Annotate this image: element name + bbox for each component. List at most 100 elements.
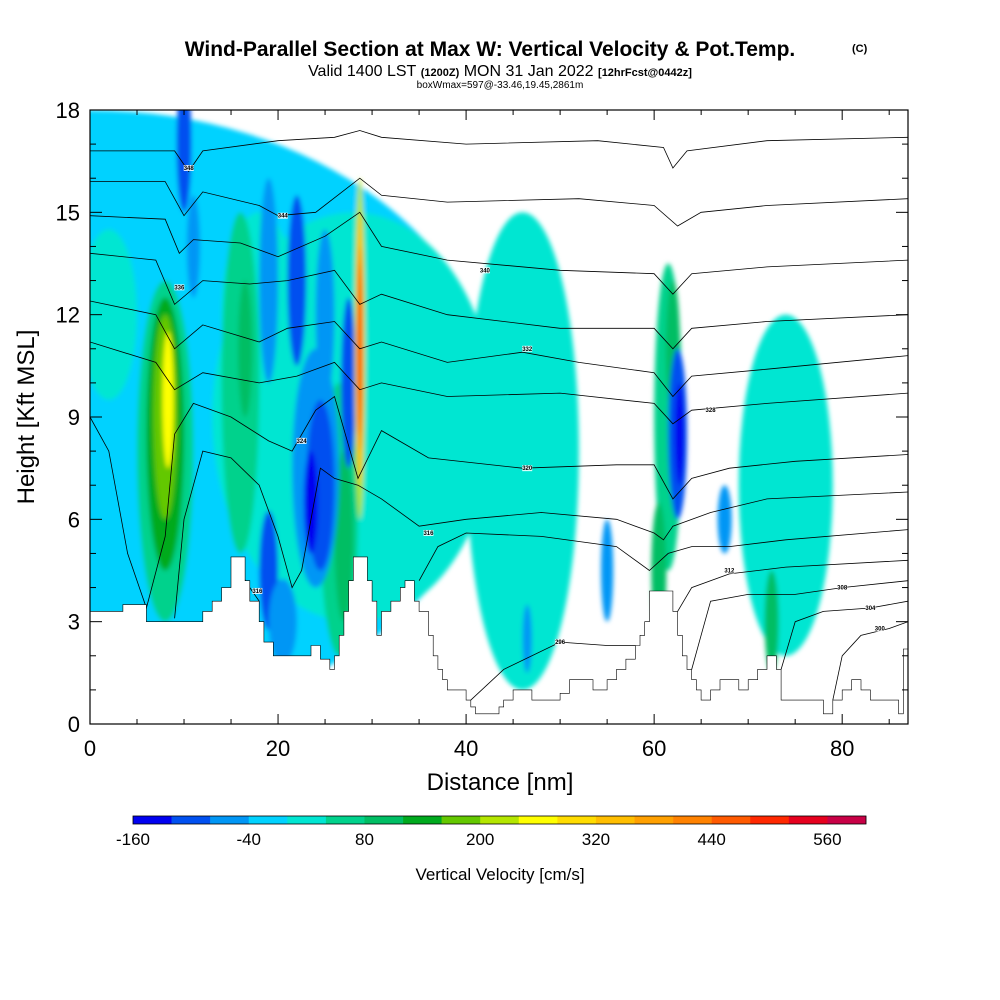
y-tick-label-3: 9 xyxy=(68,405,80,430)
velocity-cell-25 xyxy=(303,451,319,554)
colorbar-swatch-16 xyxy=(750,816,790,824)
theta-contour-2 xyxy=(90,211,908,295)
theta-label-3: 336 xyxy=(174,285,185,291)
velocity-cell-32 xyxy=(522,604,532,673)
colorbar-label-6: 560 xyxy=(813,830,841,849)
theta-label-9: 316 xyxy=(423,531,434,537)
theta-label-bg-0 xyxy=(183,164,194,171)
x-tick-label-4: 80 xyxy=(830,736,854,761)
colorbar-swatch-3 xyxy=(248,816,288,824)
theta-label-1: 344 xyxy=(278,214,289,220)
colorbar-label-5: 440 xyxy=(697,830,725,849)
colorbar-swatch-9 xyxy=(480,816,520,824)
x-axis-title: Distance [nm] xyxy=(427,769,574,796)
theta-contour-0 xyxy=(90,130,908,173)
theta-label-0: 348 xyxy=(184,166,195,172)
y-tick-label-6: 18 xyxy=(56,98,80,123)
y-tick-label-1: 3 xyxy=(68,610,80,635)
colorbar-swatch-15 xyxy=(711,816,751,824)
velocity-cell-17 xyxy=(764,570,779,673)
x-tick-label-0: 0 xyxy=(84,736,96,761)
colorbar-swatch-6 xyxy=(364,816,404,824)
velocity-cell-11 xyxy=(238,280,253,417)
velocity-field xyxy=(90,110,833,724)
valid-time: Valid 1400 LST (1200Z) MON 31 Jan 2022 [… xyxy=(308,63,692,80)
velocity-cell-3 xyxy=(738,314,833,656)
velocity-cell-20 xyxy=(259,178,279,383)
theta-label-bg-14 xyxy=(555,639,566,646)
terrain-mask xyxy=(90,556,908,724)
forecast-info: [12hrFcst@0442z] xyxy=(598,67,692,79)
theta-label-5: 328 xyxy=(706,408,717,414)
valid-prefix: Valid 1400 LST xyxy=(308,63,416,80)
x-tick-label-3: 60 xyxy=(642,736,666,761)
theta-label-bg-11 xyxy=(837,584,848,591)
colorbar-swatch-14 xyxy=(673,816,712,824)
theta-label-bg-9 xyxy=(423,529,434,536)
colorbar-label-2: 80 xyxy=(355,830,374,849)
x-tick-label-1: 20 xyxy=(266,736,290,761)
colorbar-swatch-11 xyxy=(557,816,597,824)
colorbar-swatch-18 xyxy=(827,816,867,824)
colorbar-swatch-4 xyxy=(287,816,327,824)
colorbar-frame xyxy=(132,815,867,825)
theta-label-bg-12 xyxy=(865,605,876,612)
colorbar-swatch-13 xyxy=(634,816,674,824)
colorbar-label-3: 200 xyxy=(466,830,494,849)
colorbar-swatch-1 xyxy=(171,816,211,824)
valid-date: MON 31 Jan 2022 xyxy=(464,63,594,80)
velocity-cell-21 xyxy=(287,195,307,366)
theta-label-bg-10 xyxy=(724,567,735,574)
theta-label-8: 316 xyxy=(252,589,263,595)
colorbar-swatch-5 xyxy=(325,816,365,824)
colorbar-swatch-8 xyxy=(441,816,481,824)
chart-title: Wind-Parallel Section at Max W: Vertical… xyxy=(185,38,796,61)
velocity-cell-2 xyxy=(466,212,579,690)
theta-label-bg-1 xyxy=(277,212,288,219)
theta-label-12: 304 xyxy=(865,606,876,612)
theta-label-11: 308 xyxy=(837,586,848,592)
colorbar-swatch-10 xyxy=(518,816,558,824)
colorbar-swatch-17 xyxy=(788,816,828,824)
theta-contour-3 xyxy=(90,252,908,350)
y-tick-label-5: 15 xyxy=(56,200,80,225)
theta-label-bg-2 xyxy=(479,267,490,274)
axes: 0 20 40 60 80 0 3 6 9 12 15 18 xyxy=(56,98,908,761)
velocity-cell-30 xyxy=(674,382,685,486)
velocity-cell-19 xyxy=(186,195,201,298)
theta-label-bg-3 xyxy=(174,284,185,291)
x-tick-label-2: 40 xyxy=(454,736,478,761)
velocity-cell-28 xyxy=(268,579,297,665)
theta-label-7: 320 xyxy=(522,466,533,472)
velocity-cell-13 xyxy=(334,451,354,622)
colorbar-swatch-12 xyxy=(595,816,635,824)
y-tick-label-0: 0 xyxy=(68,712,80,737)
theta-contour-13 xyxy=(832,621,908,701)
copyright-mark: (C) xyxy=(852,43,868,55)
velocity-cell-18 xyxy=(176,110,192,213)
theta-label-bg-4 xyxy=(522,345,533,352)
theta-label-bg-6 xyxy=(296,437,307,444)
colorbar-label-1: -40 xyxy=(236,830,261,849)
theta-contour-9 xyxy=(418,529,908,581)
theta-contour-5 xyxy=(90,341,908,425)
theta-label-bg-13 xyxy=(874,625,885,632)
y-tick-label-2: 6 xyxy=(68,507,80,532)
colorbar-title: Vertical Velocity [cm/s] xyxy=(415,865,584,884)
theta-label-10: 312 xyxy=(724,569,735,575)
theta-contour-4 xyxy=(90,300,908,398)
theta-label-13: 300 xyxy=(875,626,886,632)
valid-zulu: (1200Z) xyxy=(421,67,460,79)
theta-label-2: 340 xyxy=(480,268,491,274)
plot-area: 348 344 340 336 332 328 324 320 316 316 312 308 304 3… xyxy=(90,110,908,724)
theta-label-6: 324 xyxy=(297,439,308,445)
theta-contour-labels: 348 344 340 336 332 328 324 320 316 316 312 308 304 3… xyxy=(174,164,886,646)
theta-contour-7 xyxy=(174,450,908,619)
velocity-cell-5 xyxy=(90,229,138,400)
colorbar-swatch-7 xyxy=(403,816,442,824)
colorbar-label-4: 320 xyxy=(582,830,610,849)
theta-contour-6 xyxy=(90,395,908,610)
theta-contour-12 xyxy=(780,600,908,670)
theta-label-4: 332 xyxy=(522,347,533,353)
